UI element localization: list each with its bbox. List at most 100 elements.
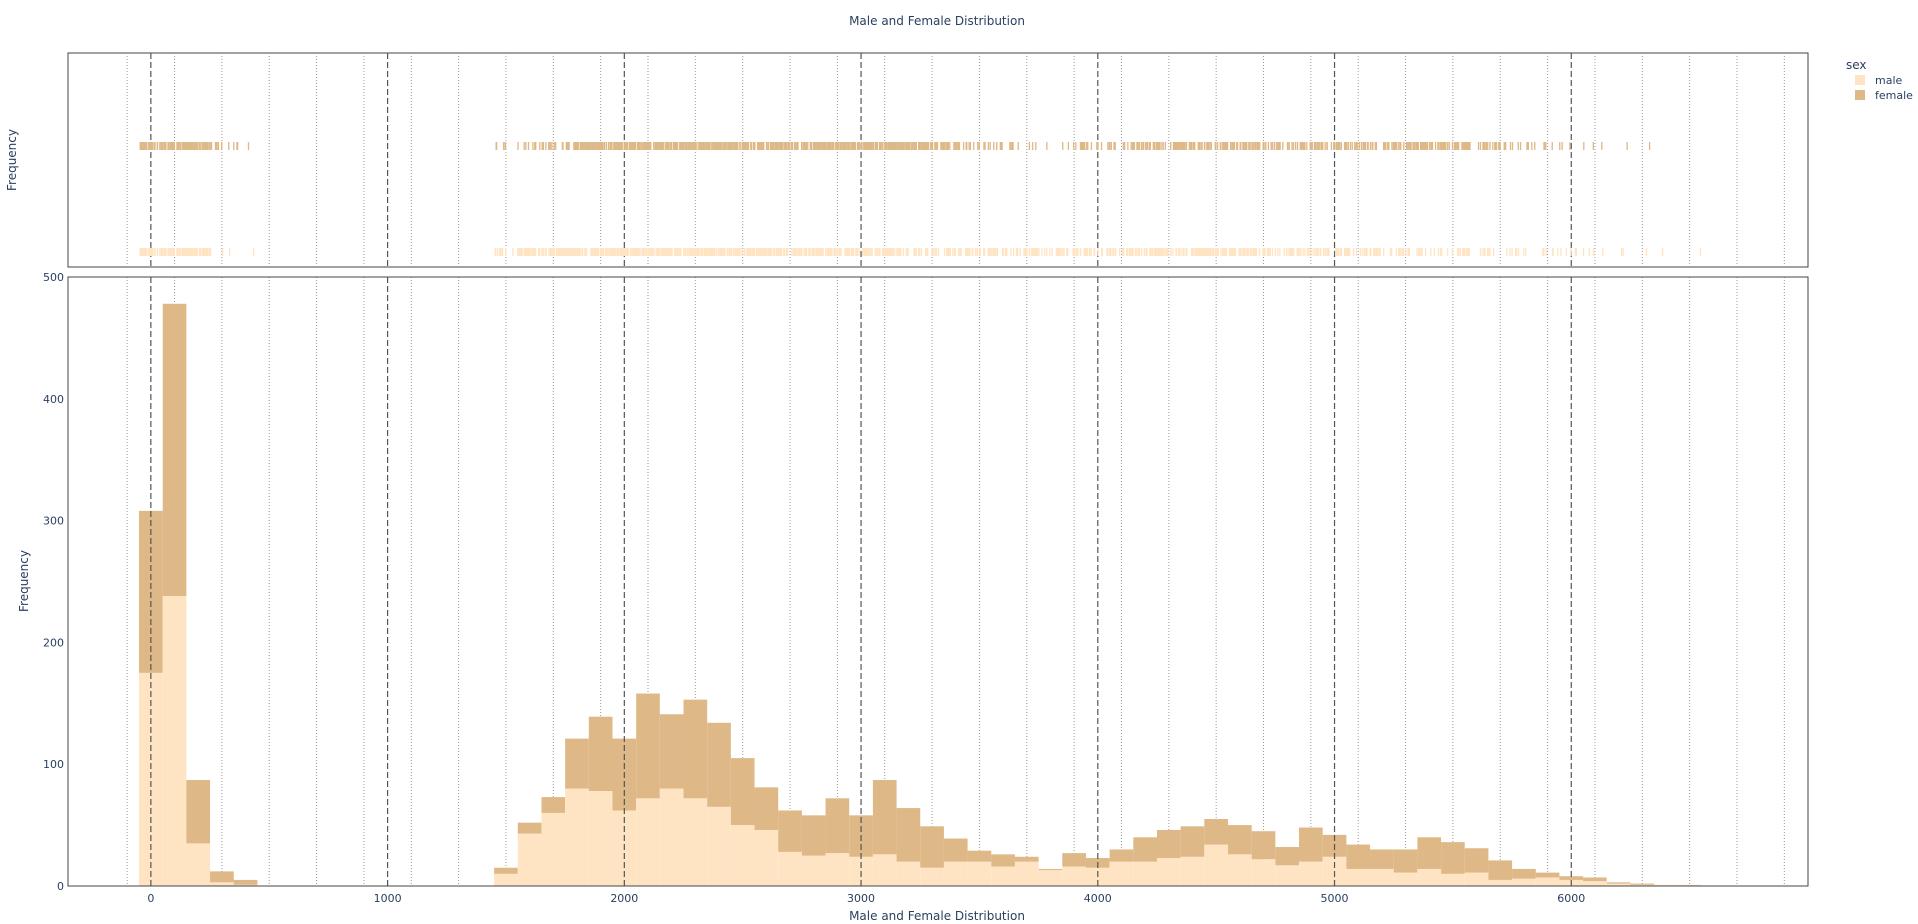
- x-tick-label: 4000: [1084, 892, 1112, 905]
- histogram-panel: 0 100 200 300 400 500 0 1000 2000 3000 4000 5000 60…: [17, 271, 1809, 923]
- bar-female: [1180, 826, 1205, 857]
- legend-items: male female: [1855, 74, 1913, 102]
- x-tick-label: 3000: [847, 892, 875, 905]
- bar-male: [1441, 873, 1465, 886]
- bar-male: [1606, 883, 1631, 886]
- chart-title: Male and Female Distribution: [849, 14, 1025, 28]
- bar-female: [1606, 882, 1631, 884]
- rug-panel: Frequency: [5, 52, 1809, 268]
- bar-female: [683, 699, 708, 799]
- bar-female: [967, 850, 992, 862]
- bar-male: [1014, 861, 1039, 886]
- bar-male: [517, 833, 542, 886]
- x-tick-label: 0: [147, 892, 154, 905]
- bar-female: [1346, 844, 1371, 869]
- bar-female: [1299, 827, 1323, 862]
- legend: sex male female: [1846, 58, 1913, 102]
- y-tick-label: 300: [43, 515, 64, 528]
- x-axis-ticks: 0 1000 2000 3000 4000 5000 6000: [147, 892, 1585, 905]
- bar-female: [991, 854, 1015, 867]
- y-tick-label: 200: [43, 636, 64, 649]
- bar-male: [1204, 844, 1228, 886]
- bar-male: [1156, 857, 1181, 886]
- bar-female: [233, 879, 258, 885]
- bar-male: [1180, 856, 1205, 886]
- bar-male: [636, 798, 660, 886]
- bar-female: [1512, 868, 1536, 879]
- bar-female: [1038, 868, 1063, 871]
- bar-female: [801, 815, 826, 856]
- bar-male: [754, 829, 779, 886]
- bar-female: [162, 303, 187, 597]
- bar-male: [825, 853, 850, 886]
- bar-male: [707, 806, 731, 886]
- bar-female: [943, 838, 968, 862]
- histogram-dashed-lines: [150, 277, 1572, 886]
- bar-male: [1062, 866, 1086, 886]
- bar-male: [1109, 861, 1134, 886]
- bar-male: [1228, 854, 1252, 886]
- bar-female: [1583, 877, 1607, 882]
- bar-male: [1417, 868, 1442, 886]
- rug-y-axis-title: Frequency: [5, 129, 19, 191]
- bar-female: [139, 510, 163, 673]
- bar-female: [541, 797, 566, 813]
- bar-female: [517, 822, 542, 834]
- bar-male: [920, 867, 944, 886]
- bar-male: [872, 854, 897, 886]
- bar-female: [210, 871, 234, 883]
- bar-male: [1133, 861, 1157, 886]
- bar-female: [1133, 837, 1157, 862]
- bar-male: [1370, 868, 1394, 886]
- bar-male: [494, 873, 518, 886]
- bar-female: [659, 714, 684, 789]
- bar-female: [707, 722, 731, 807]
- bar-male: [1654, 884, 1678, 886]
- bar-male: [967, 861, 992, 886]
- bar-female: [730, 758, 755, 826]
- bar-male: [1488, 879, 1513, 886]
- x-axis-title: Male and Female Distribution: [849, 909, 1025, 923]
- bar-male: [210, 882, 234, 886]
- bar-male: [991, 866, 1015, 886]
- bar-male: [1393, 872, 1418, 886]
- bar-male: [565, 788, 589, 886]
- bar-female: [778, 810, 802, 852]
- bar-male: [1275, 865, 1300, 886]
- bar-female: [1559, 876, 1584, 880]
- bar-female: [494, 867, 518, 874]
- bar-female: [920, 826, 944, 868]
- bar-female: [754, 787, 779, 830]
- bar-male: [541, 812, 566, 886]
- histogram-bars: [139, 303, 1702, 886]
- bar-male: [778, 851, 802, 886]
- rug-male-marks: [139, 248, 1702, 256]
- bar-male: [1038, 870, 1063, 886]
- bar-male: [1535, 877, 1560, 886]
- bar-male: [1583, 881, 1607, 886]
- bar-female: [588, 716, 613, 791]
- legend-label-female: female: [1875, 89, 1913, 102]
- bar-female: [1251, 831, 1276, 860]
- rug-female-marks: [139, 142, 1651, 150]
- bar-male: [1677, 884, 1702, 886]
- bar-female: [636, 693, 660, 799]
- bar-female: [1204, 819, 1228, 845]
- bar-female: [1630, 883, 1655, 885]
- bar-male: [730, 825, 755, 886]
- bar-male: [896, 861, 921, 886]
- x-tick-label: 5000: [1321, 892, 1349, 905]
- bar-female: [1014, 856, 1039, 862]
- bar-male: [139, 672, 163, 886]
- bar-female: [1156, 829, 1181, 858]
- legend-title: sex: [1846, 58, 1867, 72]
- bar-female: [825, 798, 850, 854]
- bar-female: [872, 780, 897, 855]
- bar-female: [1464, 848, 1489, 873]
- bar-male: [588, 790, 613, 886]
- bar-female: [896, 808, 921, 862]
- bar-female: [1488, 860, 1513, 880]
- bar-female: [1535, 872, 1560, 878]
- bar-male: [659, 788, 684, 886]
- bar-female: [1393, 849, 1418, 873]
